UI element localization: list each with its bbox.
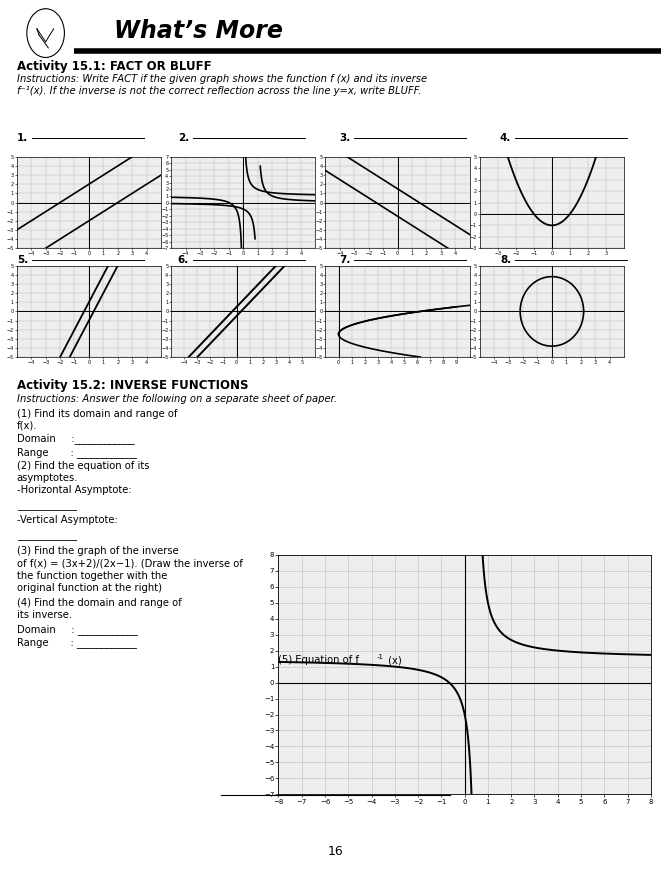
Text: Domain     : ____________: Domain : ____________ (17, 625, 138, 635)
Text: 16: 16 (327, 846, 344, 858)
Text: f⁻¹(x). If the inverse is not the correct reflection across the line y=x, write : f⁻¹(x). If the inverse is not the correc… (17, 85, 421, 96)
Text: 8.: 8. (500, 254, 511, 265)
Text: asymptotes.: asymptotes. (17, 473, 79, 483)
Text: 3.: 3. (339, 132, 350, 143)
Text: 1.: 1. (17, 132, 28, 143)
Text: its inverse.: its inverse. (17, 610, 72, 620)
Text: -Vertical Asymptote:: -Vertical Asymptote: (17, 515, 117, 525)
Text: ____________: ____________ (17, 501, 76, 511)
Text: (x): (x) (385, 655, 402, 665)
Text: f(x).: f(x). (17, 421, 38, 431)
Text: (5) Equation of f: (5) Equation of f (278, 655, 360, 665)
Text: Activity 15.2: INVERSE FUNCTIONS: Activity 15.2: INVERSE FUNCTIONS (17, 380, 248, 392)
Text: 6.: 6. (178, 254, 189, 265)
Text: original function at the right): original function at the right) (17, 583, 162, 593)
Text: the function together with the: the function together with the (17, 571, 167, 581)
Text: 7.: 7. (339, 254, 350, 265)
Text: Domain     :____________: Domain :____________ (17, 434, 134, 444)
Text: Range       : ____________: Range : ____________ (17, 638, 137, 648)
Text: Range       : ____________: Range : ____________ (17, 447, 137, 457)
Text: Instructions: Answer the following on a separate sheet of paper.: Instructions: Answer the following on a … (17, 394, 337, 404)
Text: Activity 15.1: FACT OR BLUFF: Activity 15.1: FACT OR BLUFF (17, 60, 211, 72)
Text: 5.: 5. (17, 254, 28, 265)
Text: What’s More: What’s More (114, 19, 283, 44)
Text: (4) Find the domain and range of: (4) Find the domain and range of (17, 598, 182, 608)
Text: -Horizontal Asymptote:: -Horizontal Asymptote: (17, 485, 132, 496)
Text: (1) Find its domain and range of: (1) Find its domain and range of (17, 408, 177, 419)
Text: ____________: ____________ (17, 530, 76, 541)
Text: of f(x) = (3x+2)/(2x−1). (Draw the inverse of: of f(x) = (3x+2)/(2x−1). (Draw the inver… (17, 558, 243, 569)
Text: (3) Find the graph of the inverse: (3) Find the graph of the inverse (17, 546, 178, 557)
Text: -1: -1 (377, 654, 384, 659)
Text: Instructions: Write FACT if the given graph shows the function f (x) and its inv: Instructions: Write FACT if the given gr… (17, 74, 427, 84)
Text: 4.: 4. (500, 132, 511, 143)
Text: 2.: 2. (178, 132, 189, 143)
Text: (2) Find the equation of its: (2) Find the equation of its (17, 461, 149, 471)
